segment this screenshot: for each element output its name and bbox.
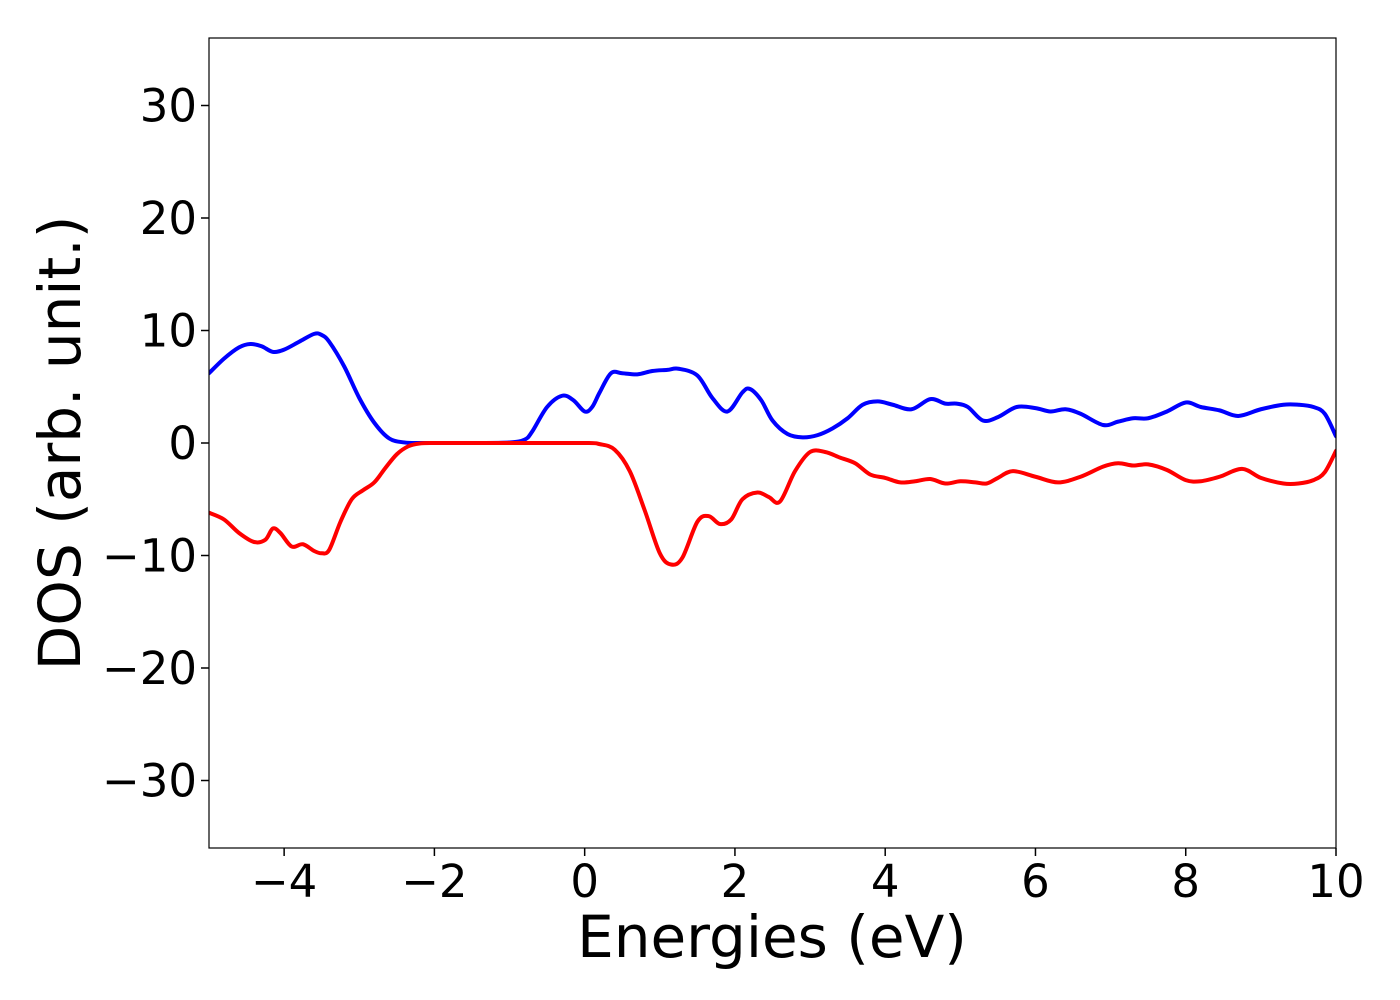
x-tick-label: −4 [251,855,317,908]
x-tick-label: 2 [721,855,750,908]
x-axis-ticks: −4 −2 0 2 4 6 8 10 [251,848,1365,908]
series-layer [209,331,1336,567]
x-tick-label: 10 [1307,855,1364,908]
x-tick-label: 6 [1021,855,1050,908]
y-tick-label: 20 [140,192,197,245]
series-line-2 [209,440,1336,567]
x-tick-label: 4 [871,855,900,908]
y-axis-ticks: −30 −20 −10 0 10 20 30 [102,80,209,808]
plot-area [209,38,1336,848]
x-axis-label: Energies (eV) [577,903,967,971]
x-tick-label: −2 [401,855,467,908]
y-tick-label: 0 [168,417,197,470]
series-line-1 [209,331,1336,446]
y-tick-label: −20 [102,642,197,695]
y-tick-label: 10 [140,305,197,358]
y-axis-label: DOS (arb. unit.) [26,216,94,671]
y-tick-label: 30 [140,80,197,133]
x-tick-label: 8 [1171,855,1200,908]
y-tick-label: −30 [102,755,197,808]
y-tick-label: −10 [102,530,197,583]
x-tick-label: 0 [570,855,599,908]
